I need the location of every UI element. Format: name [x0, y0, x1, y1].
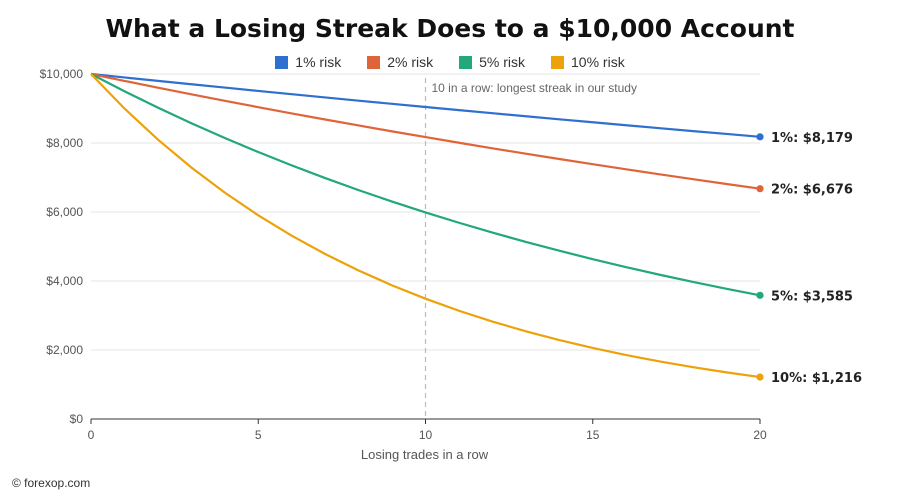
y-tick-label: $0: [70, 412, 84, 426]
series-end-point-2: [756, 291, 764, 299]
legend: 1% risk 2% risk 5% risk 10% risk: [0, 54, 900, 70]
chart-title: What a Losing Streak Does to a $10,000 A…: [105, 14, 795, 43]
series-end-label-2: 5%: $3,585: [771, 289, 853, 304]
legend-swatch-2pct: [367, 55, 381, 69]
x-tick-label: 0: [88, 428, 95, 442]
legend-item-10pct[interactable]: 10% risk: [551, 54, 625, 70]
series-end-label-0: 1%: $8,179: [771, 131, 853, 146]
series-end-point-0: [756, 133, 764, 141]
series-line-3: [90, 73, 761, 379]
x-tick-label: 20: [753, 428, 767, 442]
y-tick-label: $6,000: [46, 205, 83, 219]
copyright-notice: © forexop.com: [12, 476, 91, 490]
y-tick-label: $2,000: [46, 343, 83, 357]
legend-swatch-10pct: [551, 55, 565, 69]
series-end-point-3: [756, 373, 764, 381]
x-axis-title: Losing trades in a row: [361, 447, 489, 462]
series-end-point-1: [756, 185, 764, 193]
legend-label-10pct: 10% risk: [571, 54, 625, 70]
legend-item-2pct[interactable]: 2% risk: [367, 54, 433, 70]
series-line-2: [90, 73, 761, 297]
annotation-text: 10 in a row: longest streak in our study: [432, 81, 637, 95]
legend-label-1pct: 1% risk: [295, 54, 342, 70]
x-tick-label: 5: [255, 428, 262, 442]
legend-swatch-1pct: [275, 55, 289, 69]
series-end-label-1: 2%: $6,676: [771, 183, 853, 198]
legend-label-5pct: 5% risk: [479, 54, 526, 70]
series-line-0: [90, 72, 761, 138]
legend-item-5pct[interactable]: 5% risk: [459, 54, 525, 70]
y-tick-label: $8,000: [46, 136, 83, 150]
legend-item-1pct[interactable]: 1% risk: [275, 54, 341, 70]
x-tick-label: 10: [419, 428, 433, 442]
y-tick-label: $4,000: [46, 274, 83, 288]
x-tick-label: 15: [586, 428, 600, 442]
legend-label-2pct: 2% risk: [387, 54, 434, 70]
series-line-1: [90, 72, 761, 190]
y-tick-label: $10,000: [40, 67, 84, 81]
legend-swatch-5pct: [459, 55, 473, 69]
series-end-label-3: 10%: $1,216: [771, 371, 862, 386]
